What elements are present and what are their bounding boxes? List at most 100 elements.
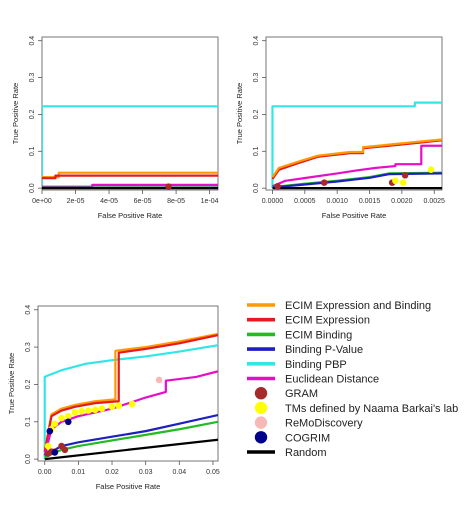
plot-content	[42, 105, 218, 190]
y-tick-label: 0.4	[253, 36, 260, 46]
point-tms	[427, 166, 435, 174]
x-tick-label: 0.0015	[359, 198, 381, 205]
y-tick-label: 0.3	[29, 73, 36, 83]
point-tms	[85, 407, 92, 414]
plot-frame	[37, 305, 219, 462]
x-tick-label: 0.0000	[262, 198, 284, 205]
y-tick-label: 0.0	[25, 454, 32, 464]
x-axis-label: False Positive Rate	[98, 211, 163, 220]
point-tms	[98, 405, 106, 413]
legend-point-swatch	[254, 401, 268, 415]
series-line-euclidean	[272, 144, 442, 188]
x-tick-label: 0.03	[139, 469, 153, 476]
x-axis-label: False Positive Rate	[322, 211, 387, 220]
y-tick-label: 0.2	[25, 379, 32, 389]
series-line-binding-pbp	[42, 105, 218, 189]
series-line-ecim-bind	[44, 420, 218, 459]
legend-entry-gram: GRAM	[254, 387, 318, 400]
x-tick-label: 0.02	[105, 469, 119, 476]
y-tick-label: 0.2	[253, 109, 260, 119]
y-axis-label: True Positive Rate	[7, 353, 16, 414]
y-tick-label: 0.1	[29, 146, 36, 156]
series-line-binding-pbp	[43, 344, 218, 460]
y-tick-label: 0.0	[29, 183, 36, 193]
y-tick-label: 0.1	[253, 146, 260, 156]
point-tms	[399, 179, 407, 186]
point-gram	[61, 446, 69, 454]
series-line-ecim-expr-bind	[271, 138, 442, 178]
x-tick-label: 0.05	[206, 469, 220, 476]
x-tick-label: 0.0005	[294, 198, 316, 205]
point-cogrim	[64, 418, 72, 426]
series-line-binding-pvalue	[272, 172, 442, 189]
point-gram	[401, 171, 409, 179]
point-tms	[108, 403, 116, 411]
legend-entry-tms-defined-by-naama-barkai-s-lab: TMs defined by Naama Barkai's lab	[254, 401, 458, 415]
legend-label: Random	[285, 447, 327, 459]
point-tms	[91, 406, 99, 414]
legend-point-swatch	[254, 416, 268, 429]
y-tick-label: 0.1	[25, 417, 32, 427]
plot-content	[271, 101, 442, 190]
legend-entry-binding-pbp: Binding PBP	[247, 359, 347, 371]
series-line-random	[44, 438, 218, 461]
x-tick-label: 0.0020	[391, 198, 413, 205]
legend-label: TMs defined by Naama Barkai's lab	[285, 403, 458, 415]
legend-label: Binding PBP	[285, 359, 347, 371]
point-tms	[78, 408, 86, 415]
legend-label: ECIM Expression and Binding	[285, 300, 431, 312]
legend-entry-remodiscovery: ReMoDiscovery	[254, 416, 363, 430]
series-line-binding-pbp	[271, 101, 442, 189]
point-gram	[165, 183, 172, 190]
plot-content	[43, 332, 218, 461]
y-tick-label: 0.3	[253, 73, 260, 83]
y-tick-label: 0.0	[253, 183, 260, 193]
roc-panel-1: 0e+00 2e-05 4e-05 6e-05 8e-05 1e-04 0.0 0.1 0.2 0…	[11, 36, 219, 220]
legend-label: GRAM	[285, 388, 318, 400]
point-cogrim	[51, 449, 59, 456]
legend-entry-ecim-expression-and-binding: ECIM Expression and Binding	[247, 300, 431, 312]
x-tick-label: 0.01	[72, 469, 86, 476]
x-tick-label: 0.0010	[326, 198, 348, 205]
x-tick-label: 2e-05	[67, 198, 85, 205]
point-tms	[51, 420, 59, 427]
y-tick-label: 0.4	[29, 36, 36, 46]
point-cogrim	[46, 427, 54, 435]
series-line-ecim-expr	[42, 174, 218, 180]
x-tick-label: 1e-04	[201, 198, 219, 205]
x-tick-label: 0.00	[38, 469, 52, 476]
x-axis-label: False Positive Rate	[96, 482, 161, 491]
legend-label: ReMoDiscovery	[285, 418, 363, 430]
point-tms	[392, 177, 399, 185]
x-tick-label: 6e-05	[134, 198, 152, 205]
x-tick-label: 4e-05	[100, 198, 118, 205]
roc-panel-3: 0.00 0.01 0.02 0.03 0.04 0.05 0.0 0.1 0.2 0.3 0.4 F…	[7, 305, 220, 491]
point-tms	[64, 412, 72, 420]
series-line-ecim-expr	[43, 334, 218, 452]
legend-entry-binding-p-value: Binding P-Value	[247, 344, 363, 356]
point-tms	[128, 400, 136, 408]
y-tick-label: 0.4	[25, 305, 32, 315]
legend: ECIM Expression and Binding ECIM Expressi…	[247, 300, 458, 459]
point-tms	[58, 414, 65, 422]
y-axis-label: True Positive Rate	[235, 83, 244, 144]
legend-label: Binding P-Value	[285, 344, 363, 356]
series-line-ecim-expr-bind	[43, 332, 218, 452]
roc-plots: 0e+00 2e-05 4e-05 6e-05 8e-05 1e-040.00.10.20…	[7, 36, 445, 491]
legend-entry-ecim-expression: ECIM Expression	[247, 315, 370, 327]
y-tick-label: 0.3	[25, 342, 32, 352]
point-tms	[44, 442, 52, 450]
legend-entry-euclidean-distance: Euclidean Distance	[247, 374, 379, 386]
roc-panel-2: 0.0000 0.0005 0.0010 0.0015 0.0020 0.0025 0.0 0…	[235, 36, 445, 220]
legend-entry-random: Random	[247, 447, 327, 459]
x-tick-label: 8e-05	[167, 198, 185, 205]
legend-entry-ecim-binding: ECIM Binding	[247, 329, 352, 341]
point-gram	[274, 183, 281, 190]
plot-frame	[41, 36, 219, 191]
legend-point-swatch	[254, 387, 268, 400]
x-tick-label: 0.04	[172, 469, 186, 476]
legend-label: Euclidean Distance	[285, 374, 379, 386]
legend-label: COGRIM	[285, 432, 330, 444]
legend-label: ECIM Expression	[285, 315, 370, 327]
